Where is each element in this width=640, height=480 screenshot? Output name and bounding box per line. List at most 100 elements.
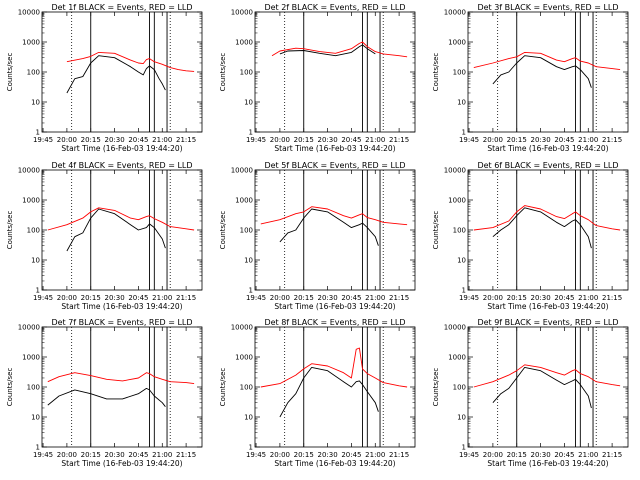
lld-series-line: [473, 364, 621, 388]
x-axis-label: Start Time (16-Feb-03 19:44:20): [61, 302, 182, 311]
x-tick-label: 20:45: [554, 136, 574, 144]
y-axis-label: Counts/sec: [432, 53, 440, 92]
y-tick-label: 10000: [231, 9, 253, 17]
x-tick-label: 21:15: [602, 294, 622, 302]
x-axis-label: Start Time (16-Feb-03 19:44:20): [487, 459, 608, 468]
x-tick-label: 19:45: [246, 451, 266, 459]
y-tick-label: 10000: [18, 324, 40, 332]
x-tick-label: 20:15: [81, 294, 101, 302]
y-tick-label: 1: [462, 287, 466, 295]
lld-series-line: [473, 51, 621, 71]
y-tick-label: 1000: [448, 354, 466, 362]
x-tick-label: 20:45: [128, 136, 148, 144]
lld-series-line: [473, 205, 621, 231]
plot-frame: [467, 11, 629, 133]
lld-series-line: [47, 207, 195, 231]
y-tick-label: 10: [31, 257, 40, 265]
x-tick-label: 21:15: [602, 451, 622, 459]
plot-frame: [41, 11, 203, 133]
x-tick-label: 20:00: [270, 451, 290, 459]
y-tick-label: 10: [244, 414, 253, 422]
y-tick-label: 1: [36, 129, 40, 137]
y-axis-label: Counts/sec: [6, 211, 14, 250]
x-tick-label: 20:45: [554, 294, 574, 302]
x-tick-label: 20:30: [317, 451, 337, 459]
x-tick-label: 21:00: [365, 451, 385, 459]
events-series-line: [279, 366, 379, 418]
y-axis-label: Counts/sec: [432, 368, 440, 407]
events-series-line: [279, 44, 376, 57]
x-tick-label: 19:45: [459, 136, 479, 144]
x-axis-label: Start Time (16-Feb-03 19:44:20): [487, 144, 608, 153]
x-tick-label: 20:30: [530, 136, 550, 144]
x-tick-label: 20:45: [341, 451, 361, 459]
chart-title: Det 4f BLACK = Events, RED = LLD: [51, 161, 192, 170]
y-tick-label: 10: [457, 257, 466, 265]
lld-series-line: [47, 372, 195, 385]
y-tick-label: 100: [240, 384, 253, 392]
x-tick-label: 20:00: [483, 294, 503, 302]
x-tick-label: 21:15: [389, 294, 409, 302]
y-tick-label: 10000: [231, 167, 253, 175]
x-tick-label: 20:30: [530, 451, 550, 459]
y-axis-label: Counts/sec: [6, 53, 14, 92]
x-tick-label: 20:15: [507, 294, 527, 302]
x-axis-label: Start Time (16-Feb-03 19:44:20): [61, 459, 182, 468]
y-tick-label: 100: [240, 227, 253, 235]
y-tick-label: 10000: [444, 167, 466, 175]
x-tick-label: 20:00: [483, 136, 503, 144]
plot-frame: [254, 11, 416, 133]
x-tick-label: 20:00: [483, 451, 503, 459]
chart-title: Det 2f BLACK = Events, RED = LLD: [264, 3, 405, 12]
x-tick-label: 20:45: [128, 294, 148, 302]
x-tick-label: 20:00: [270, 136, 290, 144]
y-axis-label: Counts/sec: [219, 53, 227, 92]
lld-series-line: [260, 206, 408, 226]
y-tick-label: 100: [453, 227, 466, 235]
events-series-line: [492, 55, 592, 88]
x-tick-label: 21:15: [602, 136, 622, 144]
lld-series-line: [271, 41, 408, 58]
y-tick-label: 100: [240, 69, 253, 77]
chart-title: Det 1f BLACK = Events, RED = LLD: [51, 3, 192, 12]
y-tick-label: 1000: [448, 39, 466, 47]
x-tick-label: 19:45: [246, 294, 266, 302]
y-tick-label: 1000: [22, 39, 40, 47]
plot-frame: [467, 326, 629, 448]
x-tick-label: 21:00: [152, 136, 172, 144]
y-tick-label: 10000: [444, 9, 466, 17]
chart-title: Det 7f BLACK = Events, RED = LLD: [51, 318, 192, 327]
events-series-line: [492, 207, 592, 249]
x-tick-label: 20:00: [270, 294, 290, 302]
y-tick-label: 1000: [448, 197, 466, 205]
x-tick-label: 19:45: [33, 451, 53, 459]
plot-frame: [254, 169, 416, 291]
events-series-line: [66, 55, 166, 94]
x-tick-label: 19:45: [246, 136, 266, 144]
x-tick-label: 19:45: [459, 294, 479, 302]
x-tick-label: 21:15: [176, 294, 196, 302]
x-tick-label: 20:00: [57, 451, 77, 459]
x-tick-label: 20:45: [554, 451, 574, 459]
y-tick-label: 10000: [18, 167, 40, 175]
y-axis-label: Counts/sec: [219, 368, 227, 407]
x-axis-label: Start Time (16-Feb-03 19:44:20): [274, 459, 395, 468]
plot-frame: [41, 326, 203, 448]
y-tick-label: 1: [249, 444, 253, 452]
x-tick-label: 19:45: [459, 451, 479, 459]
x-tick-label: 20:15: [294, 136, 314, 144]
chart-title: Det 3f BLACK = Events, RED = LLD: [477, 3, 618, 12]
x-tick-label: 20:30: [104, 294, 124, 302]
chart-title: Det 8f BLACK = Events, RED = LLD: [264, 318, 405, 327]
lld-series-line: [260, 347, 408, 388]
y-tick-label: 100: [453, 384, 466, 392]
events-series-line: [492, 366, 592, 409]
x-axis-label: Start Time (16-Feb-03 19:44:20): [274, 302, 395, 311]
y-tick-label: 1000: [22, 197, 40, 205]
x-tick-label: 19:45: [33, 136, 53, 144]
y-axis-label: Counts/sec: [219, 211, 227, 250]
x-tick-label: 21:00: [365, 136, 385, 144]
plot-frame: [41, 169, 203, 291]
y-tick-label: 100: [453, 69, 466, 77]
